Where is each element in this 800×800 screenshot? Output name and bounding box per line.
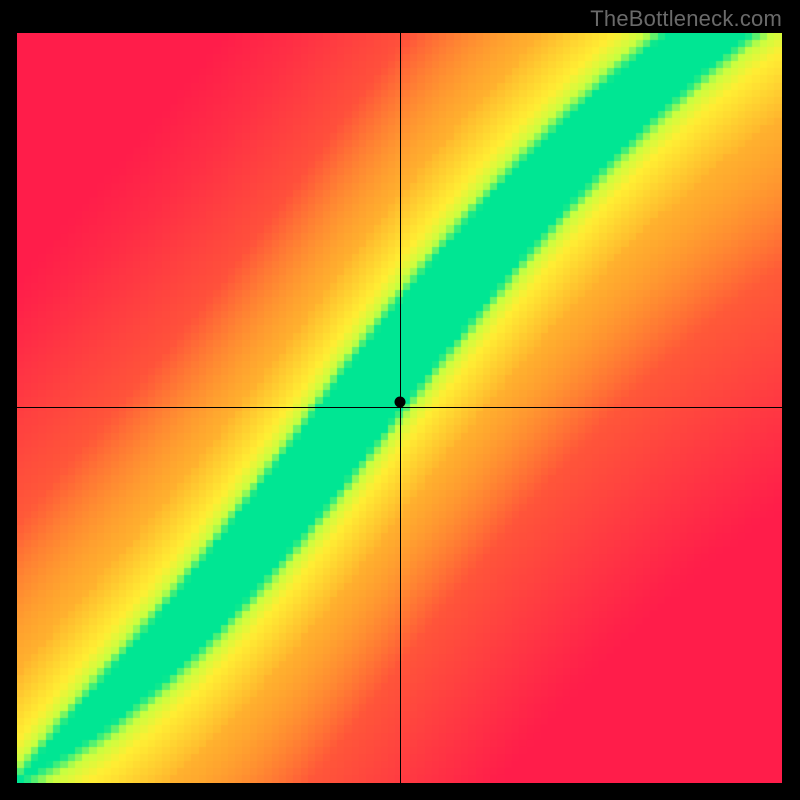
watermark-text: TheBottleneck.com — [590, 6, 782, 32]
plot-frame — [17, 33, 782, 783]
crosshair-vertical — [400, 33, 401, 783]
data-point — [395, 397, 406, 408]
